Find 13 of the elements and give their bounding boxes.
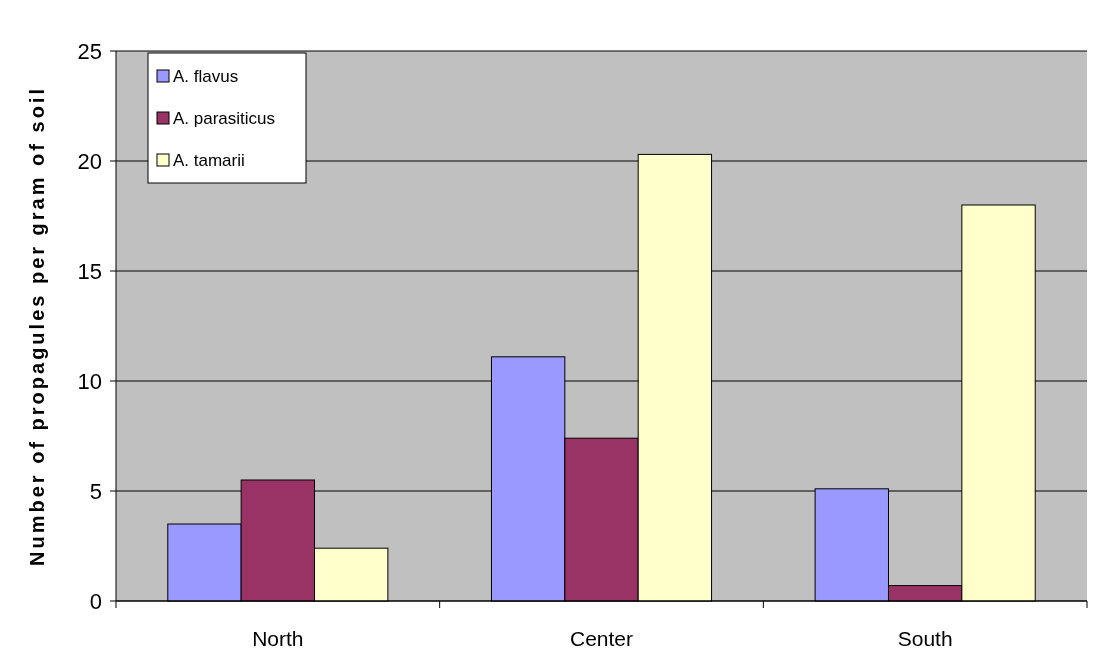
x-tick-label: North: [252, 627, 304, 650]
y-tick-label: 20: [77, 148, 102, 174]
y-tick-label: 5: [89, 478, 102, 504]
y-tick-label: 0: [89, 588, 102, 614]
x-tick-label: Center: [569, 627, 634, 650]
y-tick-label: 25: [77, 38, 102, 64]
y-tick-label: 10: [77, 368, 102, 394]
y-tick-label: 15: [77, 258, 102, 284]
y-axis-title: Number of propagules per gram of soil: [26, 86, 48, 566]
legend-label: A. flavus: [173, 66, 239, 86]
legend-label: A. tamarii: [173, 150, 245, 170]
legend-label: A. parasiticus: [173, 108, 276, 128]
x-tick-label: South: [897, 627, 953, 650]
